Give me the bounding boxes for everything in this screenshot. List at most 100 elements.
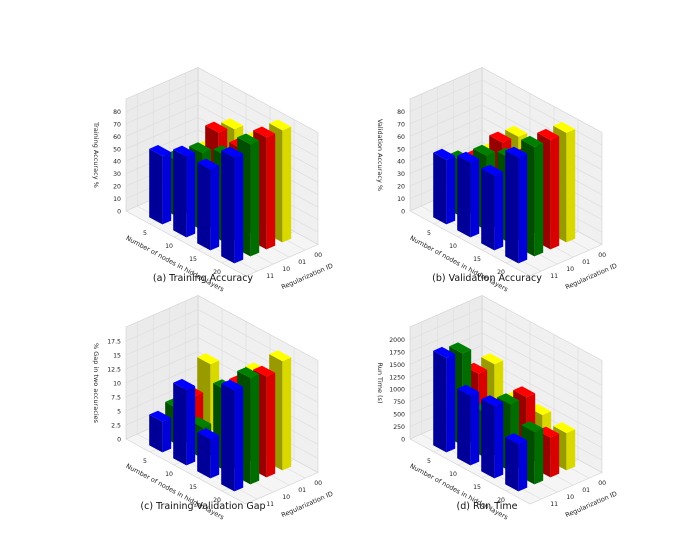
caption-training-accuracy: (a) Training Accuracy [152,273,254,284]
z-tick-label: 15 [113,353,121,360]
z-tick-label: 1000 [389,387,405,394]
bar-top-face [489,131,512,143]
y-gridline [136,322,258,500]
bar-10-11 [173,145,196,238]
y-tick-label: 10 [566,494,574,501]
z-tick-label: 70 [113,121,121,128]
z-tick-label: 50 [397,146,405,153]
bar-side-face [234,386,244,492]
z-tick-label: 40 [113,159,121,166]
bar-side-face [446,354,456,453]
bar-front-face [457,155,471,238]
bar-side-face [470,391,480,466]
y-tick-label: 10 [566,266,574,273]
x-tick-label: 10 [449,471,457,478]
bar-top-face [173,145,196,157]
bar-side-face [566,129,576,243]
bar-side-face [186,152,196,238]
bar-top-face [505,146,528,158]
bar-top-face [149,410,172,422]
x-tick-label: 20 [497,497,505,504]
bar-15-11 [197,158,220,251]
bar-side-face [250,374,260,485]
y-tick-label: 00 [598,252,606,259]
bar-side-face [518,153,528,264]
y-tick-label: 11 [550,501,558,508]
bar-top-face [521,135,544,147]
z-tick-label: 1250 [389,374,405,381]
bar-side-face [566,429,576,471]
bar-20-11 [221,379,244,492]
bar-top-face [473,144,496,156]
z-tick-label: 80 [397,109,405,116]
bar-front-face [197,162,211,251]
y-tick-label: 01 [582,487,590,494]
bar-top-face [197,353,220,365]
z-axis-label: Run Time (s) [376,363,384,404]
z-tick-label: 60 [113,134,121,141]
bar-top-face [237,367,260,379]
z-tick-label: 80 [113,109,121,116]
x-tick-label: 5 [143,458,147,465]
bar-side-face [162,417,172,453]
bar-side-face [550,433,560,478]
panel-training-validation-gap: 0 2.5 5 7.5 10 12.5 15 17.5 % Gap in two accurac… [92,294,334,522]
bar-top-face [521,421,544,433]
bar-top-face [497,393,520,405]
bar-front-face [197,432,211,479]
bar-top-face [205,121,228,133]
bar-front-face [505,150,519,264]
bar-top-face [513,386,536,398]
bar-top-face [237,133,260,145]
z-tick-label: 40 [397,159,405,166]
bar-top-face [553,121,576,133]
bar-top-face [481,395,504,407]
y-tick-label: 01 [298,487,306,494]
z-tick-label: 2000 [389,337,405,344]
x-tick-label: 20 [497,269,505,276]
y-gridline [420,94,542,272]
caption-run-time: (d) Run Time [456,501,518,512]
z-tick-label: 30 [397,171,405,178]
bar-front-face [457,388,471,466]
x-tick-label: 5 [427,230,431,237]
caption-training-validation-gap: (c) Training-Validation Gap [140,501,266,512]
bar-top-face [433,346,456,358]
y-tick-label: 01 [298,259,306,266]
bar-10-11 [173,378,196,466]
z-tick-label: 5 [117,409,121,416]
z-gridline [409,320,603,386]
bar-20-11 [505,433,528,492]
x-tick-label: 15 [189,484,197,491]
z-axis-label: Validation Accuracy % [376,119,384,191]
x-tick-label: 15 [189,256,197,263]
x-tick-label: 15 [473,484,481,491]
z-tick-label: 500 [393,412,405,419]
y-tick-label: 11 [550,273,558,280]
bar-top-face [221,146,244,158]
z-axis-label: Training Accuracy % [92,121,100,188]
bar-side-face [446,155,456,225]
y-tick-label: 10 [282,266,290,273]
bar-side-face [162,152,172,225]
bar-top-face [197,428,220,440]
z-tick-label: 2.5 [111,423,121,430]
z-tick-label: 7.5 [111,395,121,402]
bar-15-11 [481,395,504,479]
bar-front-face [149,414,163,453]
x-tick-label: 5 [427,458,431,465]
y-tick-label: 00 [314,480,322,487]
bar-top-face [253,365,276,377]
bar-5-11 [149,145,172,225]
y-tick-label: 00 [314,252,322,259]
z-tick-label: 1750 [389,349,405,356]
z-tick-label: 750 [393,399,405,406]
bar-5-11 [149,410,172,453]
x-tick-label: 5 [143,230,147,237]
bar-front-face [433,152,447,225]
bar-top-face [457,384,480,396]
z-tick-label: 20 [113,184,121,191]
